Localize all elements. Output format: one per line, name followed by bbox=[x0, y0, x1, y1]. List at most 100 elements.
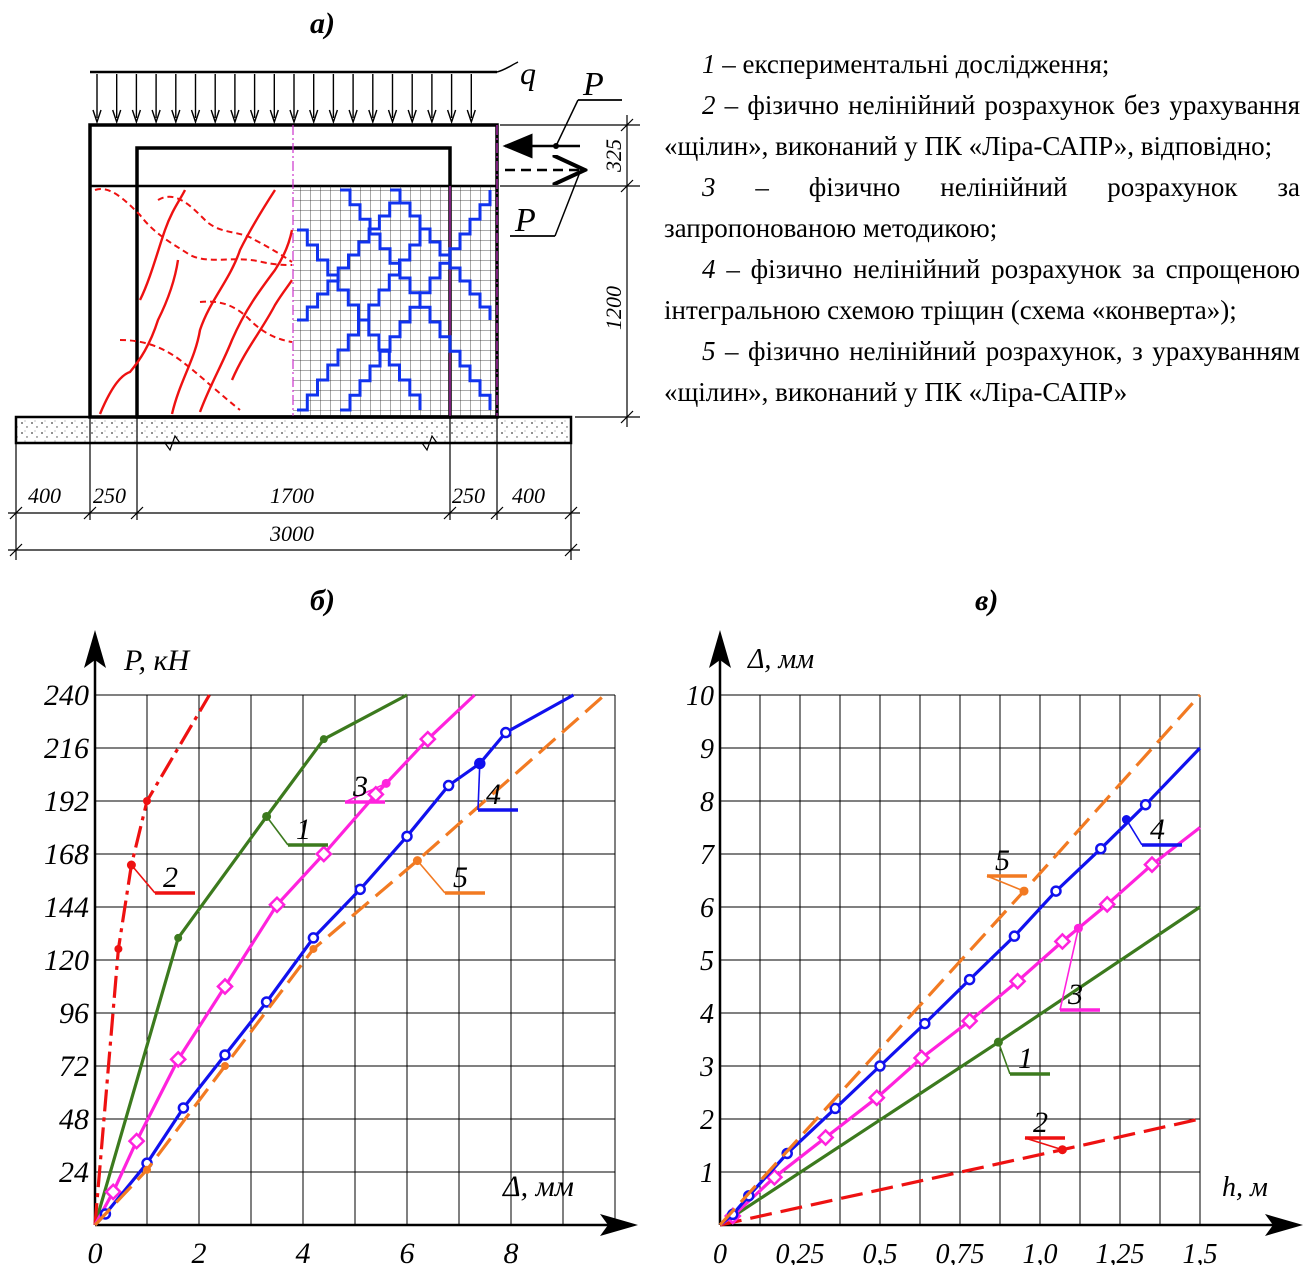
point-marker bbox=[500, 726, 512, 739]
dim-3000: 3000 bbox=[269, 521, 314, 546]
callout-leader bbox=[130, 864, 156, 894]
chart-b-y-arrow bbox=[84, 630, 106, 668]
series-label-1: 1 bbox=[1018, 1042, 1033, 1075]
point-marker bbox=[143, 1165, 151, 1174]
point-marker bbox=[143, 797, 151, 805]
point-marker bbox=[319, 735, 328, 744]
y-tick-label: 72 bbox=[59, 1050, 89, 1083]
point-marker bbox=[309, 944, 318, 953]
chart-b-ylabel: P, кН bbox=[123, 644, 191, 677]
experimental-cracks-dashed bbox=[94, 188, 293, 411]
y-tick-label: 240 bbox=[44, 679, 89, 712]
point-marker bbox=[418, 730, 437, 749]
point-marker bbox=[354, 883, 366, 896]
dim-250-left: 250 bbox=[93, 483, 126, 508]
x-tick-label: 4 bbox=[296, 1237, 311, 1265]
y-tick-label: 5 bbox=[700, 946, 714, 977]
load-arrowhead bbox=[328, 109, 339, 125]
dim-1700: 1700 bbox=[270, 483, 314, 508]
x-tick-label: 1,25 bbox=[1096, 1239, 1145, 1265]
point-marker bbox=[963, 973, 976, 986]
load-arrowhead bbox=[230, 109, 240, 125]
legend-item-3: 3 – фізично нелінійний розрахунок за зап… bbox=[664, 167, 1300, 249]
y-tick-label: 24 bbox=[59, 1156, 89, 1189]
envelope-crack-line bbox=[390, 188, 492, 320]
y-tick-label: 168 bbox=[44, 838, 89, 871]
load-arrowhead bbox=[387, 109, 398, 125]
legend: 1 – експериментальні дослідження; 2 – фіз… bbox=[664, 44, 1300, 413]
chart-b-grid bbox=[95, 694, 616, 1225]
legend-item-1: 1 – експериментальні дослідження; bbox=[664, 44, 1300, 85]
callout-leader bbox=[986, 875, 1025, 892]
legend-item-text: – експериментальні дослідження; bbox=[715, 49, 1110, 79]
load-arrowhead bbox=[309, 109, 319, 125]
legend-item-text: – фізично нелінійний розрахунок за запро… bbox=[664, 172, 1300, 243]
series-line-5 bbox=[93, 693, 606, 1227]
point-marker bbox=[1008, 930, 1021, 942]
chart-c-ylabel: Δ, мм bbox=[747, 644, 814, 675]
dim-250-right: 250 bbox=[452, 483, 485, 508]
load-arrowhead bbox=[131, 109, 142, 125]
x-tick-label: 1,0 bbox=[1023, 1239, 1058, 1265]
point-marker bbox=[307, 932, 320, 944]
y-tick-label: 10 bbox=[686, 681, 714, 712]
dim-1200-label: 1200 bbox=[601, 286, 626, 330]
load-arrowhead bbox=[249, 109, 260, 125]
chart-b-callouts: 1 2 3 4 5 bbox=[126, 758, 518, 895]
load-arrowhead bbox=[112, 109, 122, 125]
series-line-3 bbox=[719, 826, 1201, 1227]
x-tick-label: 0,25 bbox=[776, 1239, 825, 1265]
y-tick-label: 48 bbox=[59, 1103, 89, 1136]
series-label-1: 1 bbox=[296, 813, 311, 846]
chart-displacement-height: Δ, мм h, м 0 0,25 0,5 0,75 1,0 1,25 1,5 123456… bbox=[686, 630, 1303, 1265]
chart-c-x-arrow bbox=[1265, 1214, 1303, 1236]
series-line-3 bbox=[93, 693, 476, 1226]
series-label-5: 5 bbox=[995, 844, 1010, 877]
load-arrowhead bbox=[171, 109, 181, 125]
y-tick-label: 192 bbox=[44, 785, 89, 818]
y-tick-label: 96 bbox=[59, 997, 89, 1030]
y-tick-label: 144 bbox=[44, 891, 89, 924]
load-arrowhead bbox=[407, 109, 417, 125]
load-q-label: q bbox=[520, 55, 536, 91]
y-tick-label: 6 bbox=[700, 893, 714, 924]
legend-item-4: 4 – фізично нелінійний розрахунок за спр… bbox=[664, 249, 1300, 331]
point-marker bbox=[114, 944, 123, 953]
load-arrowhead bbox=[92, 109, 102, 125]
point-marker bbox=[268, 895, 286, 914]
legend-item-text: – фізично нелінійний розрахунок за спрощ… bbox=[664, 254, 1300, 325]
dim-400-right: 400 bbox=[512, 483, 545, 508]
load-arrowhead bbox=[151, 109, 161, 125]
load-arrowhead bbox=[289, 109, 299, 125]
dim-325-label: 325 bbox=[601, 139, 626, 173]
point-marker bbox=[260, 996, 273, 1008]
point-marker bbox=[919, 1017, 931, 1030]
point-marker bbox=[104, 1183, 123, 1201]
chart-c-y-ticks: 1 2 3 4 5 6 7 8 9 10 bbox=[686, 681, 715, 1189]
envelope-crack-line bbox=[340, 190, 492, 412]
point-marker bbox=[1053, 932, 1072, 951]
legend-item-number: 1 bbox=[702, 49, 716, 79]
load-arrowhead bbox=[269, 109, 279, 125]
series-label-3: 3 bbox=[352, 770, 368, 803]
dim-400-left: 400 bbox=[28, 483, 61, 508]
point-marker bbox=[1095, 842, 1107, 855]
point-marker bbox=[1008, 972, 1027, 991]
point-marker bbox=[874, 1060, 886, 1072]
point-marker bbox=[816, 1128, 835, 1147]
callout-leader bbox=[477, 763, 481, 811]
point-marker bbox=[366, 785, 385, 804]
series-label-5: 5 bbox=[453, 861, 468, 894]
point-marker bbox=[401, 830, 413, 843]
x-tick-label: 0 bbox=[88, 1237, 103, 1265]
point-marker bbox=[1143, 855, 1161, 874]
x-tick-label: 0 bbox=[713, 1239, 727, 1265]
series-label-4: 4 bbox=[1150, 813, 1165, 846]
series-label-2: 2 bbox=[1033, 1106, 1048, 1139]
point-marker bbox=[169, 1050, 188, 1069]
callout-leader bbox=[1059, 928, 1080, 1011]
legend-item-number: 3 bbox=[702, 172, 716, 202]
envelope-crack-scheme bbox=[297, 188, 492, 412]
chart-b-xlabel: Δ, мм bbox=[502, 1170, 574, 1203]
